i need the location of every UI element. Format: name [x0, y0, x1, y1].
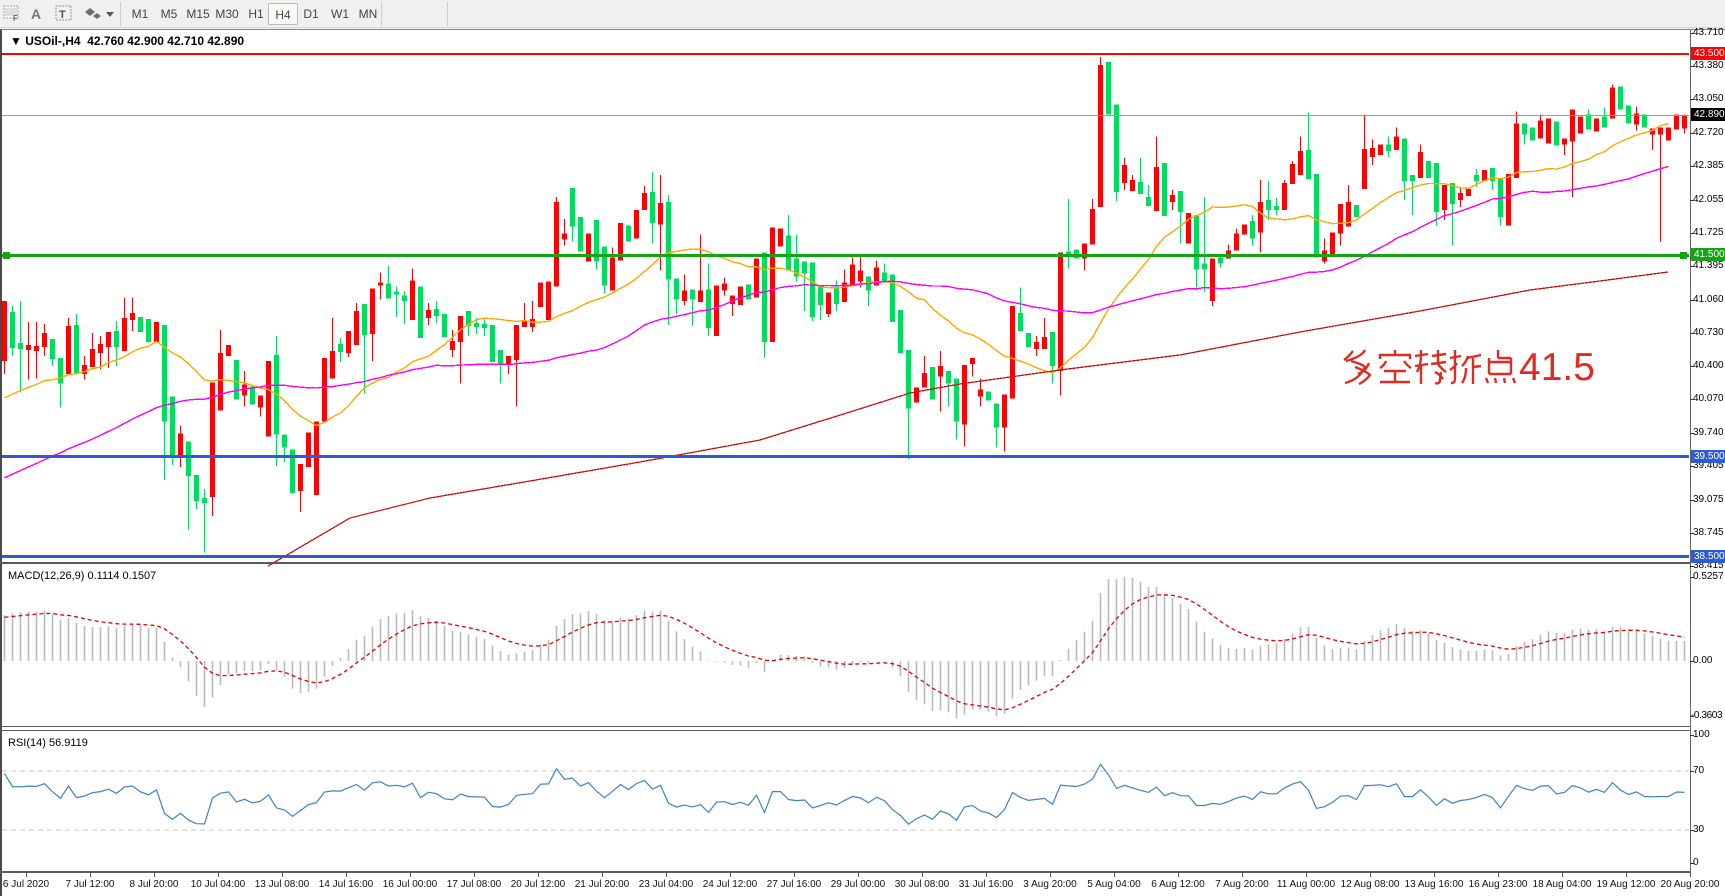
svg-text:A: A [31, 6, 41, 22]
svg-text:T: T [59, 9, 66, 21]
svg-text:F: F [13, 14, 18, 23]
svg-text:41.5: 41.5 [1519, 346, 1595, 389]
